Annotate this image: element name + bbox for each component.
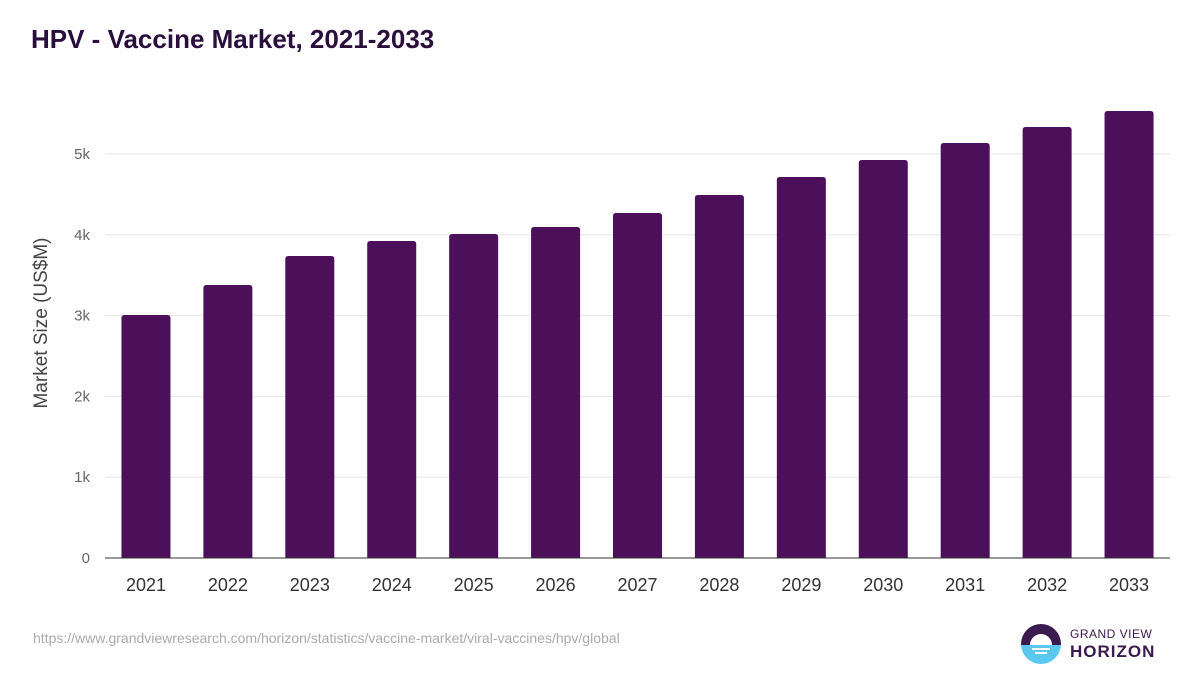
bar-2023 [285,255,335,558]
bar-2030 [858,159,908,559]
bar-2022 [203,284,253,558]
y-tick-label: 2k [74,388,90,405]
chart-title: HPV - Vaccine Market, 2021-2033 [31,24,435,54]
bar-2025 [449,233,499,558]
bar-2021 [121,315,171,558]
bar-2026 [531,226,581,558]
y-tick-label: 5k [74,146,90,163]
bar-chart: 0 1k 2k 3k 4k 5k 2021 2022 2023 2024 2025 2026 2027 2… [31,111,1170,595]
bar-2028 [694,194,744,558]
logo-line2: HORIZON [1070,642,1156,661]
horizon-logo-icon [1021,624,1061,664]
x-tick-label: 2028 [699,575,739,595]
y-tick-label: 1k [74,469,90,486]
bar-2031 [940,143,990,558]
x-tick-label: 2022 [208,575,248,595]
bar-2033 [1104,111,1154,558]
y-tick-label: 4k [74,227,90,244]
bar-2027 [613,212,662,558]
x-tick-label: 2032 [1027,575,1067,595]
bar-2032 [1022,127,1072,558]
y-tick-label: 0 [82,550,90,567]
x-tick-label: 2021 [126,575,166,595]
x-tick-label: 2025 [454,575,494,595]
grand-view-horizon-logo: GRAND VIEW HORIZON [1020,623,1155,665]
x-tick-label: 2026 [536,575,576,595]
logo-line1: GRAND VIEW [1070,627,1153,641]
x-tick-label: 2023 [290,575,330,595]
y-axis-label: Market Size (US$M) [31,237,52,408]
x-tick-label: 2030 [863,575,903,595]
x-tick-label: 2027 [617,575,657,595]
x-tick-label: 2024 [372,575,412,595]
x-tick-label: 2033 [1109,575,1149,595]
bar-2024 [367,241,417,558]
x-tick-label: 2029 [781,575,821,595]
bar-2029 [776,177,826,558]
x-tick-label: 2031 [945,575,985,595]
y-tick-label: 3k [74,308,90,325]
source-url[interactable]: https://www.grandviewresearch.com/horizo… [33,630,620,646]
